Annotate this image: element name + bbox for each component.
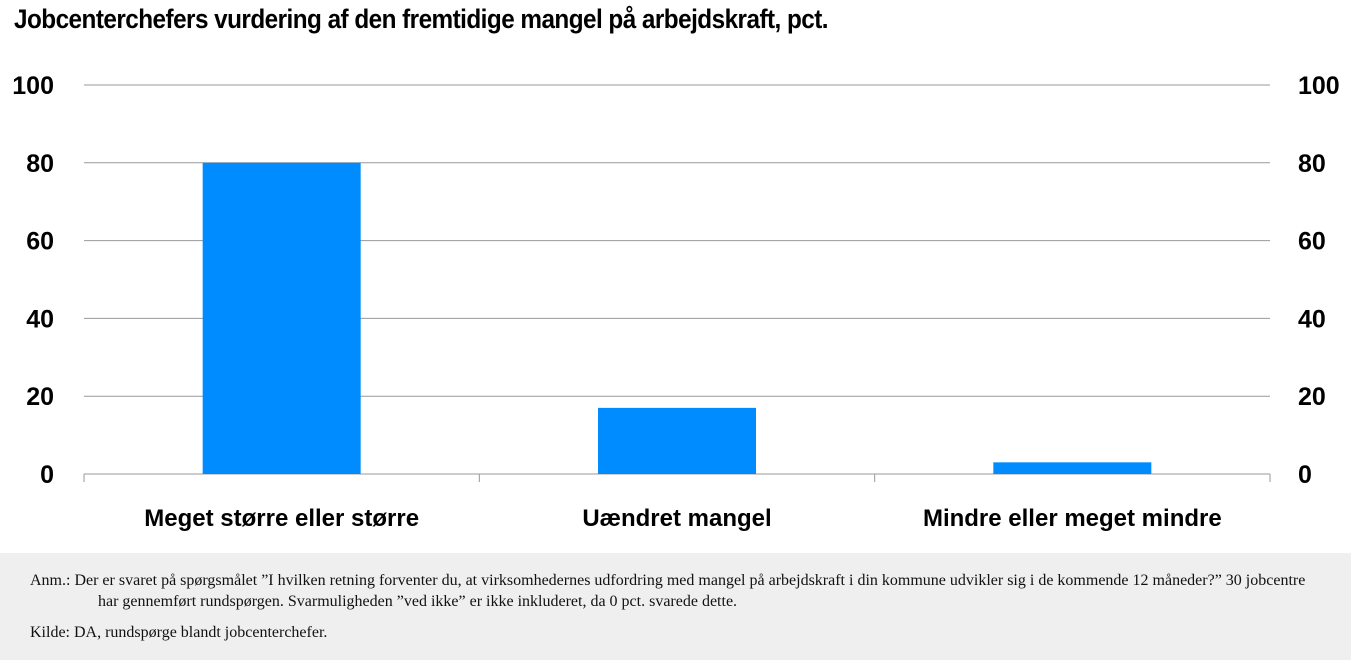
- y-tick-label-left-80: 80: [26, 150, 54, 178]
- bar-2: [993, 462, 1152, 474]
- y-tick-label-left-20: 20: [26, 383, 54, 411]
- x-category-label-2: Mindre eller meget mindre: [923, 505, 1222, 532]
- y-tick-label-right-60: 60: [1298, 228, 1326, 256]
- x-category-label-1: Uændret mangel: [582, 505, 771, 532]
- y-tick-label-left-0: 0: [40, 461, 54, 489]
- chart-title: Jobcenterchefers vurdering af den fremti…: [14, 4, 829, 34]
- footnote-source: Kilde: DA, rundspørge blandt jobcenterch…: [30, 624, 328, 641]
- y-tick-label-left-60: 60: [26, 228, 54, 256]
- chart-footnote: Anm.: Der er svaret på spørgsmålet ”I hv…: [0, 553, 1351, 660]
- y-tick-label-right-40: 40: [1298, 305, 1326, 333]
- bar-0: [202, 162, 361, 475]
- y-tick-label-left-40: 40: [26, 305, 54, 333]
- y-tick-label-right-80: 80: [1298, 150, 1326, 178]
- footnote-anm: Anm.: Der er svaret på spørgsmålet ”I hv…: [30, 572, 1306, 610]
- bar-chart: 0 0 20 20 40 40 60 60 80 80 100 100 Meget større ell…: [12, 72, 1340, 532]
- y-tick-label-left-100: 100: [12, 72, 54, 100]
- y-tick-label-right-20: 20: [1298, 383, 1326, 411]
- bar-1: [598, 407, 756, 474]
- y-tick-label-right-0: 0: [1298, 461, 1312, 489]
- x-category-label-0: Meget større eller større: [144, 505, 419, 532]
- y-tick-label-right-100: 100: [1298, 72, 1340, 100]
